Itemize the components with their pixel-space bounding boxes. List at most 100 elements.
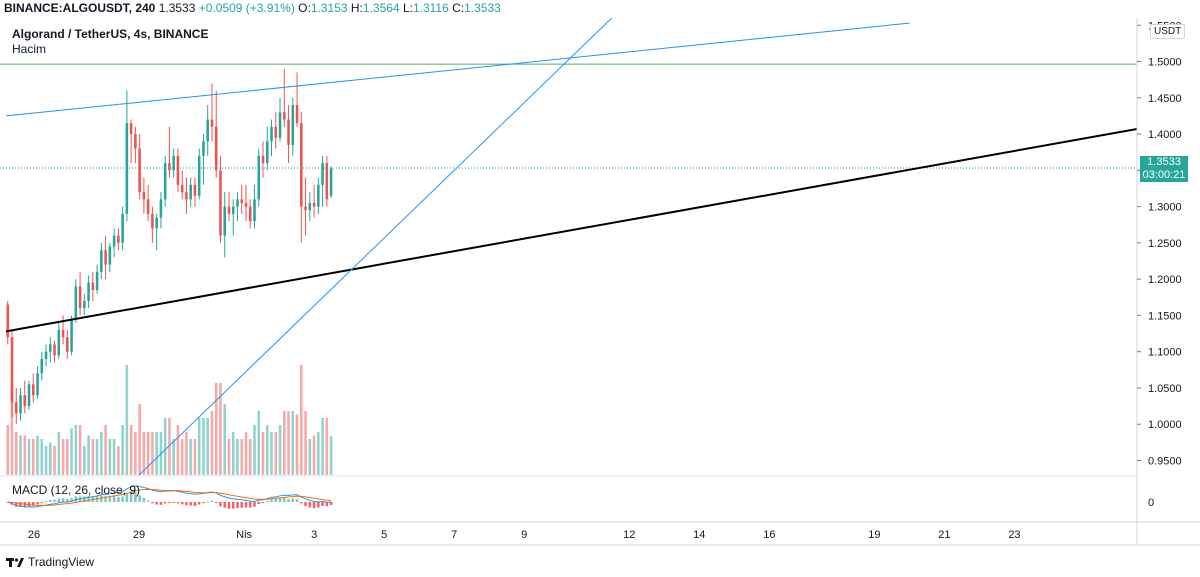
y-tick-label: 1.3000 [1148, 202, 1182, 214]
macd-histogram-bar [257, 502, 261, 504]
currency-unit-badge[interactable]: USDT [1150, 24, 1186, 39]
macd-histogram-bar [100, 495, 103, 502]
y-tick-label: 0.9500 [1148, 455, 1182, 467]
x-tick-label: 14 [693, 529, 705, 541]
candle-body [257, 155, 261, 200]
macd-histogram-bar [317, 502, 320, 508]
volume-bar [248, 439, 252, 475]
candle-body [155, 217, 158, 229]
candle-body [214, 126, 218, 171]
macd-histogram-bar [329, 502, 333, 506]
y-tick-label: 1.2500 [1148, 238, 1182, 250]
volume-bar [278, 425, 282, 475]
candle-body [108, 246, 112, 265]
candle-body [185, 192, 188, 200]
tradingview-footer[interactable]: TradingView [6, 555, 94, 569]
x-tick-label: 9 [521, 529, 527, 541]
macd-histogram-bar [66, 498, 69, 502]
candle-body [189, 184, 192, 200]
candle-body [91, 282, 95, 291]
volume-bar [91, 439, 95, 475]
candle-body [10, 337, 14, 403]
candle-body [40, 358, 44, 374]
volume-bar [23, 435, 27, 475]
volume-bar [240, 439, 244, 475]
volume-bar [57, 432, 61, 475]
volume-bar [185, 432, 188, 475]
candle-body [125, 123, 129, 214]
macd-histogram-bar [197, 502, 201, 505]
x-tick-label: 12 [623, 529, 635, 541]
high-label: H: [350, 1, 363, 15]
price-change: +0.0509 (+3.91%) [198, 1, 295, 15]
macd-histogram-bar [172, 502, 175, 503]
volume-bar [83, 446, 86, 475]
volume-bar [87, 435, 90, 475]
volume-bar [138, 404, 141, 475]
candle-body [151, 213, 154, 229]
volume-bar [257, 411, 261, 475]
candle-body [193, 184, 197, 196]
macd-histogram-bar [151, 502, 154, 504]
candle-body [265, 141, 269, 164]
macd-label[interactable]: MACD (12, 26, close, 9) [12, 483, 141, 497]
volume-bar [304, 411, 307, 475]
y-tick-label: 1.0000 [1148, 419, 1182, 431]
macd-histogram-bar [104, 496, 107, 502]
macd-histogram-bar [223, 502, 227, 508]
volume-bar [27, 439, 31, 475]
macd-histogram-bar [112, 496, 116, 502]
candle-body [146, 199, 150, 214]
macd-histogram-bar [202, 502, 205, 504]
candle-body [236, 199, 239, 207]
candle-body [291, 105, 295, 145]
candle-body [163, 163, 167, 200]
volume-bar [36, 435, 39, 475]
candle-body [27, 384, 31, 407]
chart-title: Algorand / TetherUS, 4s, BINANCE [12, 27, 209, 41]
macd-histogram-bar [227, 502, 231, 509]
macd-indicator [6, 485, 333, 509]
volume-bar [197, 418, 201, 475]
macd-histogram-bar [270, 499, 273, 502]
volume-bar [78, 425, 82, 475]
candle-body [74, 286, 78, 320]
macd-histogram-bar [304, 502, 307, 507]
volume-bar [214, 383, 218, 475]
x-tick-label: 29 [133, 529, 145, 541]
candle-body [270, 126, 273, 142]
volume-bar [6, 425, 10, 475]
candle-body [32, 384, 35, 396]
macd-histogram-bar [312, 502, 316, 509]
macd-histogram-bar [219, 502, 222, 507]
candle-body [240, 199, 244, 203]
volume-bar [236, 439, 239, 475]
candle-body [308, 202, 312, 211]
volume-bar [49, 442, 52, 475]
candle-body [138, 148, 141, 193]
close-value: 1.3533 [464, 1, 501, 15]
candle-body [329, 168, 333, 196]
candle-body [23, 395, 27, 407]
volume-label[interactable]: Hacim [12, 42, 47, 56]
macd-histogram-bar [70, 497, 73, 502]
candle-body [223, 206, 227, 236]
volume-bars [6, 365, 333, 475]
y-tick-label: 1.1500 [1148, 310, 1182, 322]
volume-bar [261, 432, 265, 475]
x-tick-label: 16 [763, 529, 775, 541]
candle-body [159, 199, 163, 218]
volume-bar [202, 418, 205, 475]
macd-histogram-bar [240, 502, 244, 508]
macd-histogram-bar [308, 502, 312, 508]
candle-body [104, 250, 107, 265]
volume-bar [142, 432, 146, 475]
candle-body [176, 155, 180, 185]
volume-bar [112, 439, 116, 475]
macd-histogram-bar [206, 501, 209, 503]
candle-body [142, 192, 146, 200]
candle-body [53, 344, 56, 356]
volume-bar [176, 425, 180, 475]
candle-body [129, 123, 133, 135]
